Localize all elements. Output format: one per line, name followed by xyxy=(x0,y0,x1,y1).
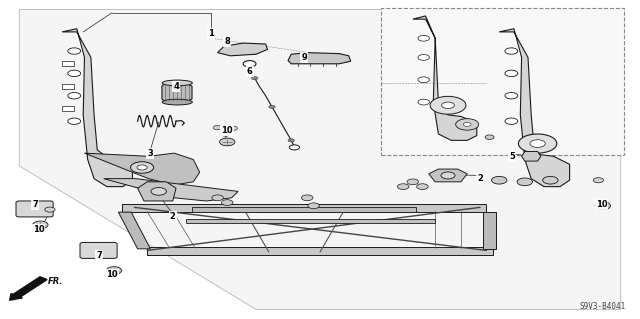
Circle shape xyxy=(221,200,233,205)
Circle shape xyxy=(517,178,532,186)
Circle shape xyxy=(151,188,166,195)
Text: 6: 6 xyxy=(246,67,253,76)
Text: 10: 10 xyxy=(221,126,233,135)
Circle shape xyxy=(543,176,558,184)
Circle shape xyxy=(308,203,319,209)
Circle shape xyxy=(505,48,518,54)
Circle shape xyxy=(595,202,611,210)
Polygon shape xyxy=(429,169,467,182)
Text: 9: 9 xyxy=(301,53,307,62)
Circle shape xyxy=(430,96,466,114)
Circle shape xyxy=(137,165,147,170)
Circle shape xyxy=(68,48,81,54)
Circle shape xyxy=(418,77,429,83)
Text: 5: 5 xyxy=(509,152,515,161)
Circle shape xyxy=(505,70,518,77)
FancyBboxPatch shape xyxy=(16,201,53,217)
Circle shape xyxy=(221,132,230,136)
Circle shape xyxy=(68,118,81,124)
Polygon shape xyxy=(19,10,621,309)
Polygon shape xyxy=(162,83,192,102)
Polygon shape xyxy=(192,207,416,212)
Circle shape xyxy=(441,172,455,179)
Circle shape xyxy=(417,184,428,189)
Circle shape xyxy=(301,195,313,201)
Polygon shape xyxy=(62,29,132,187)
Circle shape xyxy=(106,267,122,274)
Polygon shape xyxy=(218,43,268,56)
FancyArrow shape xyxy=(10,277,47,300)
Circle shape xyxy=(418,35,429,41)
Text: 7: 7 xyxy=(33,200,38,209)
Polygon shape xyxy=(522,152,541,161)
Text: 2: 2 xyxy=(477,174,483,183)
Circle shape xyxy=(252,77,258,80)
Circle shape xyxy=(212,195,223,201)
Circle shape xyxy=(463,122,471,126)
Circle shape xyxy=(518,134,557,153)
Polygon shape xyxy=(483,212,496,249)
Bar xyxy=(62,106,74,111)
Ellipse shape xyxy=(163,80,193,86)
Polygon shape xyxy=(288,53,351,64)
FancyBboxPatch shape xyxy=(80,242,117,258)
Circle shape xyxy=(593,178,604,183)
Circle shape xyxy=(442,102,454,108)
Circle shape xyxy=(289,145,300,150)
Circle shape xyxy=(213,125,222,130)
Polygon shape xyxy=(186,219,435,223)
Text: 3: 3 xyxy=(148,149,153,158)
Circle shape xyxy=(485,135,494,139)
Circle shape xyxy=(33,221,48,229)
Circle shape xyxy=(530,140,545,147)
Text: 10: 10 xyxy=(106,270,118,279)
Text: 1: 1 xyxy=(208,29,214,38)
Circle shape xyxy=(505,93,518,99)
Polygon shape xyxy=(104,179,238,201)
Circle shape xyxy=(288,139,294,142)
Polygon shape xyxy=(381,8,624,155)
Polygon shape xyxy=(118,212,150,249)
Polygon shape xyxy=(84,153,200,185)
Circle shape xyxy=(492,176,507,184)
Text: S9V3-B4041: S9V3-B4041 xyxy=(580,302,626,311)
Text: 10: 10 xyxy=(33,225,44,234)
Circle shape xyxy=(505,118,518,124)
Polygon shape xyxy=(413,16,477,140)
Circle shape xyxy=(131,162,154,173)
Circle shape xyxy=(68,70,81,77)
Ellipse shape xyxy=(163,99,193,105)
Circle shape xyxy=(418,55,429,60)
Circle shape xyxy=(68,93,81,99)
Text: 8: 8 xyxy=(225,37,230,46)
Circle shape xyxy=(45,207,55,212)
Circle shape xyxy=(220,138,235,146)
Text: 7: 7 xyxy=(97,251,102,260)
Bar xyxy=(62,84,74,89)
Polygon shape xyxy=(122,204,486,212)
Circle shape xyxy=(243,61,256,67)
Circle shape xyxy=(228,126,237,130)
Text: 2: 2 xyxy=(170,212,176,221)
Circle shape xyxy=(418,99,429,105)
Text: FR.: FR. xyxy=(48,277,63,286)
Circle shape xyxy=(269,105,275,108)
Circle shape xyxy=(397,184,409,189)
Circle shape xyxy=(456,119,479,130)
Polygon shape xyxy=(147,247,493,255)
Polygon shape xyxy=(138,182,176,201)
Text: 4: 4 xyxy=(173,82,179,91)
Text: 10: 10 xyxy=(596,200,607,209)
Circle shape xyxy=(407,179,419,185)
Polygon shape xyxy=(499,29,570,187)
Bar xyxy=(62,61,74,66)
